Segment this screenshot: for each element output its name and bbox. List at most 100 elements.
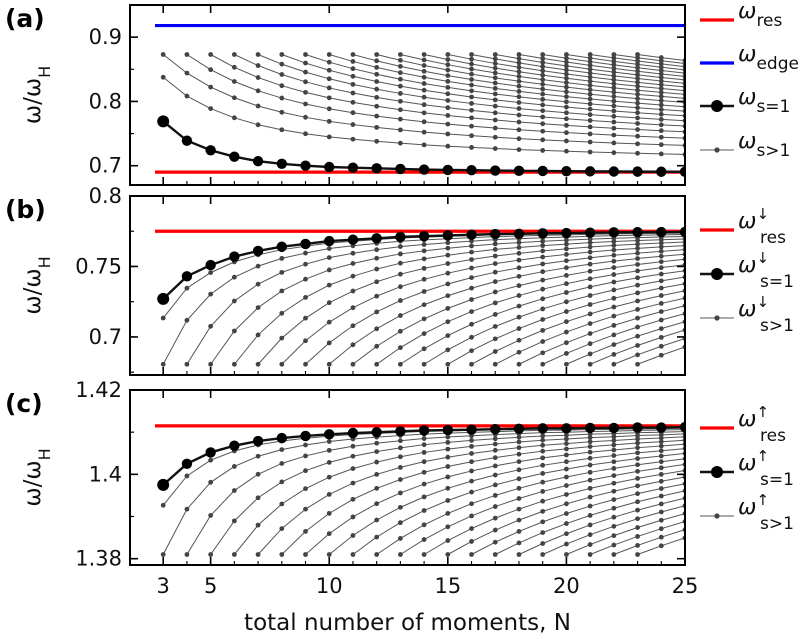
mode-point [303, 79, 308, 85]
s1-point [324, 429, 335, 440]
mode-point [564, 265, 569, 271]
mode-point [231, 115, 237, 121]
mode-point [469, 238, 474, 244]
mode-point [516, 106, 522, 111]
mode-point [658, 309, 664, 315]
mode-point [326, 439, 332, 444]
mode-point [516, 245, 522, 250]
mode-point [516, 451, 522, 457]
mode-point [658, 151, 664, 157]
mode-point [516, 273, 522, 279]
mode-point [303, 361, 308, 367]
mode-point [658, 111, 664, 117]
s1-point [608, 227, 620, 238]
mode-point [303, 315, 308, 321]
mode-point [279, 461, 285, 466]
mode-point [658, 453, 664, 459]
mode-point [540, 361, 546, 367]
mode-point [421, 94, 427, 100]
mode-point [492, 52, 498, 57]
mode-point [611, 77, 617, 83]
mode-point [469, 61, 474, 67]
mode-point [445, 143, 451, 149]
mode-point [421, 450, 427, 455]
mode-point [564, 552, 569, 557]
mode-point [397, 83, 403, 89]
mode-point [421, 508, 427, 513]
mode-point [658, 107, 664, 112]
mode-point [445, 293, 451, 299]
mode-point [326, 267, 332, 273]
s1-point [537, 423, 548, 434]
mode-point [611, 453, 617, 458]
mode-point [611, 542, 617, 548]
mode-point [516, 94, 522, 100]
s1-point [181, 135, 193, 146]
mode-point [469, 309, 474, 314]
s1-point [371, 233, 382, 244]
mode-point [587, 284, 593, 290]
mode-point [397, 116, 403, 122]
mode-point [421, 256, 427, 262]
mode-point [303, 453, 308, 459]
mode-point [611, 523, 617, 529]
mode-point [492, 97, 498, 103]
mode-point [231, 298, 237, 304]
s1-point [561, 227, 572, 239]
mode-point [587, 512, 593, 518]
mode-point [587, 91, 593, 97]
mode-point [587, 276, 593, 282]
mode-point [658, 486, 664, 491]
mode-point [350, 99, 356, 105]
mode-point [516, 326, 522, 331]
mode-point [492, 324, 498, 329]
mode-point [658, 352, 664, 358]
mode-point [421, 265, 427, 271]
mode-point [445, 498, 451, 503]
mode-point [303, 468, 308, 474]
y-tick-label: 0.8 [89, 89, 122, 113]
mode-point [350, 81, 356, 87]
mode-point [516, 78, 522, 84]
mode-point [374, 79, 380, 84]
mode-point [326, 361, 332, 367]
mode-point [611, 295, 617, 301]
mode-point [208, 106, 214, 111]
s1-point [300, 238, 311, 250]
mode-point [421, 331, 427, 337]
mode-point [397, 328, 403, 334]
mode-point [564, 138, 569, 144]
mode-line [376, 458, 685, 555]
mode-point [397, 445, 403, 451]
mode-line [613, 54, 685, 65]
mode-point [469, 468, 474, 474]
mode-point [587, 255, 593, 261]
mode-point [658, 82, 664, 88]
mode-point [326, 510, 332, 516]
mode-point [658, 278, 664, 284]
mode-point [611, 247, 617, 253]
x-tick-label: 25 [672, 574, 699, 598]
mode-point [587, 293, 593, 298]
mode-point [160, 502, 166, 508]
mode-point [279, 61, 285, 67]
mode-point [516, 283, 522, 289]
mode-point [587, 244, 593, 250]
mode-point [516, 552, 522, 557]
mode-point [326, 85, 332, 91]
legend-label: ω↑ s=1 [738, 447, 794, 490]
mode-point [374, 65, 380, 70]
mode-point [184, 70, 190, 76]
mode-point [279, 127, 285, 133]
mode-point [160, 52, 166, 57]
mode-point [397, 107, 403, 113]
y-axis-title: ω/ωH [20, 448, 54, 506]
mode-point [587, 494, 593, 500]
s1-point [181, 271, 193, 282]
mode-line [329, 54, 685, 108]
legend-marker [714, 513, 720, 519]
mode-point [540, 108, 546, 114]
legend-label: ω↑ s>1 [738, 491, 794, 534]
s1-point [347, 162, 359, 173]
mode-point [611, 140, 617, 146]
